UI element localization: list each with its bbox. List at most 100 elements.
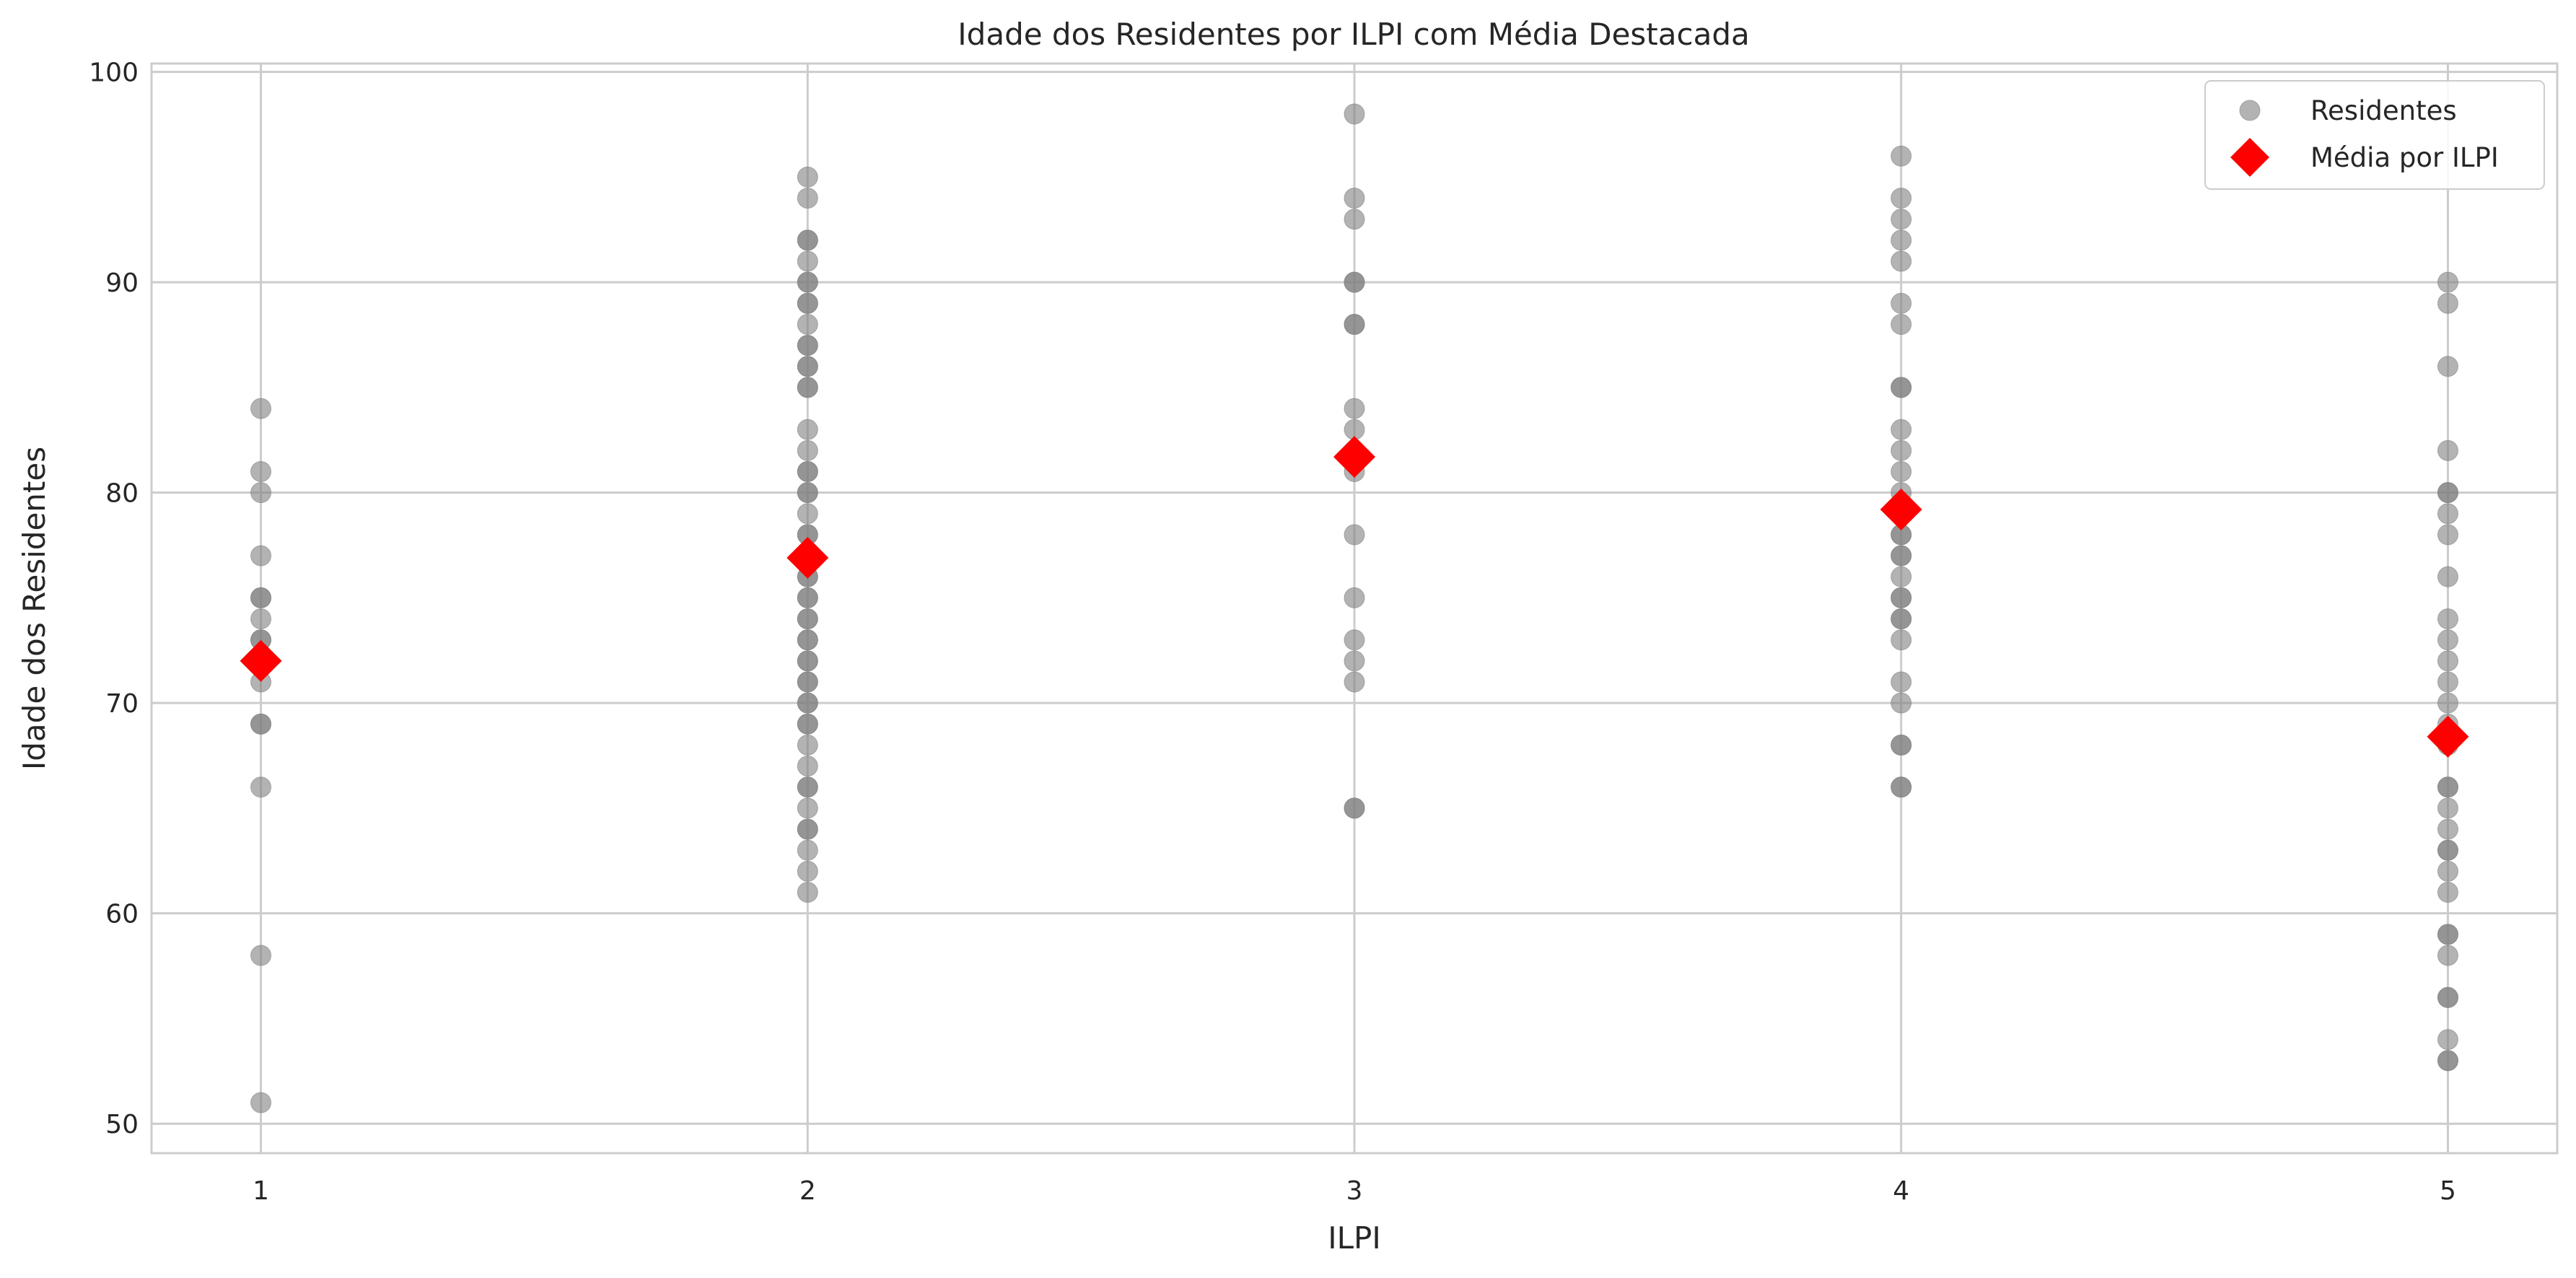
residente-point [250,461,272,483]
residente-point [1891,188,1912,209]
mean-marker [240,639,282,682]
residente-point [2437,797,2458,819]
residente-point [1344,587,1365,608]
residente-point [797,818,818,840]
residente-point [2437,292,2458,314]
residente-point [250,608,272,630]
x-axis-ticks: 1 2 3 4 5 [253,1176,2456,1206]
residente-point [797,461,818,483]
residente-point [797,713,818,735]
residente-point [250,776,272,798]
y-axis-label: Idade dos Residentes [17,447,52,770]
residente-point [1891,566,1912,587]
residente-point [797,377,818,398]
residente-point [797,271,818,293]
residente-point [797,356,818,377]
residente-point [797,756,818,777]
y-tick-label: 80 [105,479,139,509]
residente-point [797,882,818,903]
residente-point [250,398,272,419]
residentes-points [250,103,2458,1113]
residente-point [2437,1029,2458,1051]
residente-point [1891,461,1912,483]
y-tick-label: 100 [89,58,139,88]
residente-point [1344,797,1365,819]
residente-point [1891,671,1912,693]
residente-point [2437,503,2458,525]
residente-point [797,188,818,209]
residente-point [1891,629,1912,651]
y-tick-label: 90 [105,268,139,298]
legend-box [2204,80,2545,190]
residente-point [2437,566,2458,587]
residente-point [797,860,818,882]
residente-point [1344,188,1365,209]
x-tick-label: 2 [799,1176,816,1206]
residente-point [2437,650,2458,672]
residente-point [250,482,272,504]
residente-point [1891,608,1912,630]
residente-point [2437,356,2458,377]
x-tick-label: 1 [253,1176,269,1206]
residente-point [1891,439,1912,461]
residente-point [797,776,818,798]
residente-point [2437,629,2458,651]
residente-point [2437,608,2458,630]
residente-point [1891,229,1912,251]
residente-point [2437,671,2458,693]
residente-point [797,229,818,251]
residente-point [797,335,818,356]
residente-point [2437,986,2458,1008]
residente-point [1891,209,1912,230]
residente-point [797,313,818,335]
residente-point [2437,271,2458,293]
residente-point [1891,776,1912,798]
legend: Residentes Média por ILPI [2204,80,2545,190]
x-axis-label: ILPI [1328,1220,1381,1256]
residente-point [1344,524,1365,546]
residente-point [1891,545,1912,566]
residente-point [797,839,818,861]
mean-marker [1333,436,1375,478]
y-tick-label: 50 [105,1110,139,1139]
x-tick-label: 3 [1346,1176,1363,1206]
residente-point [2437,818,2458,840]
residente-point [2437,924,2458,945]
residente-point [1344,650,1365,672]
residente-point [1891,145,1912,167]
legend-label-residentes: Residentes [2310,95,2457,126]
residente-point [797,419,818,440]
x-tick-label: 4 [1893,1176,1909,1206]
residente-point [250,587,272,608]
residente-point [2437,1050,2458,1072]
residente-point [2437,439,2458,461]
residente-point [1344,103,1365,125]
mean-marker [787,537,829,579]
legend-marker-media [2230,138,2269,177]
residente-point [797,503,818,525]
residente-point [2437,860,2458,882]
residente-point [2437,482,2458,504]
residente-point [1891,692,1912,714]
legend-label-media: Média por ILPI [2310,142,2499,173]
residente-point [1891,734,1912,756]
y-axis-ticks: 50 60 70 80 90 100 [89,58,139,1140]
mean-markers [240,436,2469,758]
residente-point [797,482,818,504]
residente-point [2437,839,2458,861]
residente-point [797,587,818,608]
plot-area-frame [150,62,2559,1155]
residente-point [797,734,818,756]
residente-point [250,545,272,566]
residente-point [1344,398,1365,419]
residente-point [2437,776,2458,798]
chart-title: Idade dos Residentes por ILPI com Média … [958,17,1749,52]
y-tick-label: 60 [105,900,139,929]
residente-point [797,650,818,672]
residente-point [1344,209,1365,230]
y-tick-label: 70 [105,689,139,719]
residente-point [1891,419,1912,440]
residente-point [2437,882,2458,903]
residente-point [1891,250,1912,272]
